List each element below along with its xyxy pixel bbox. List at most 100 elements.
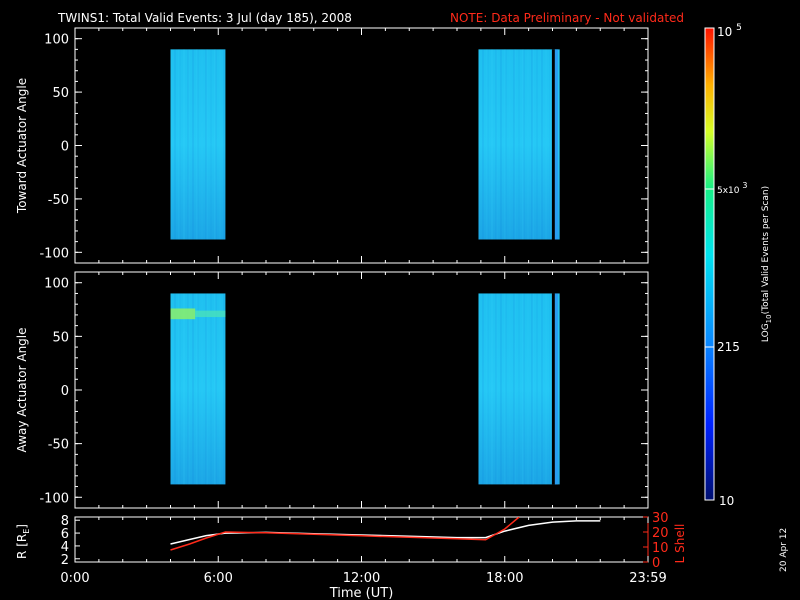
toward-block-stripe bbox=[531, 49, 533, 240]
x-tick-label: 0:00 bbox=[60, 571, 89, 586]
colorbar-label-rest: (Total Valid Events per Scan) bbox=[761, 186, 771, 314]
toward-block-stripe bbox=[491, 49, 493, 240]
away-block-stripe bbox=[532, 293, 534, 485]
toward-block-stripe bbox=[509, 49, 511, 240]
away-block-stripe bbox=[197, 293, 199, 485]
lshell-ytick-label: 20 bbox=[652, 526, 669, 541]
toward-block-gap bbox=[551, 49, 555, 240]
toward-block-stripe bbox=[532, 49, 534, 240]
toward-block-stripe bbox=[183, 49, 185, 240]
colorbar-bottom-tick: 10 bbox=[705, 494, 734, 508]
toward-block-stripe bbox=[178, 49, 180, 240]
lshell-series-line bbox=[170, 517, 520, 551]
toward-block-stripe bbox=[487, 49, 489, 240]
toward-ylabel: Toward Actuator Angle bbox=[15, 78, 29, 214]
toward-block-stripe bbox=[558, 49, 560, 240]
away-data-block-fill bbox=[170, 293, 226, 485]
colorbar-top-tick: 10 5 bbox=[705, 23, 742, 39]
away-block-gap bbox=[551, 293, 555, 485]
colorbar-mid-label: 5x10 3 bbox=[717, 181, 747, 196]
toward-block-stripe bbox=[545, 49, 547, 240]
r-axis-label: R [RE] bbox=[15, 524, 31, 559]
colorbar-label-sub: 10 bbox=[765, 314, 773, 323]
toward-block-stripe bbox=[187, 49, 189, 240]
away-block-stripe bbox=[522, 293, 524, 485]
away-block-stripe bbox=[215, 293, 217, 485]
r-ytick-label: 6 bbox=[61, 527, 69, 542]
toward-frame bbox=[74, 27, 649, 264]
away-block-stripe bbox=[541, 293, 543, 485]
colorbar: 10 5 5x10 3 215 10 LOG10(Total Valid bbox=[704, 23, 773, 508]
toward-data-block-fill bbox=[478, 49, 560, 240]
away-block-stripe bbox=[187, 293, 189, 485]
away-block-stripe bbox=[500, 293, 502, 485]
toward-block-stripe bbox=[514, 49, 516, 240]
toward-data-block-fill bbox=[170, 49, 226, 240]
toward-block-stripe bbox=[215, 49, 217, 240]
away-block-edge-strip bbox=[554, 293, 558, 485]
away-block-stripe bbox=[214, 293, 216, 485]
away-block-stripe bbox=[518, 293, 520, 485]
r-ytick-label: 4 bbox=[61, 540, 69, 555]
colorbar-top-label: 10 5 bbox=[717, 23, 742, 39]
r-axis-label-sub: E bbox=[22, 529, 31, 534]
away-ytick-label: -100 bbox=[39, 491, 69, 506]
lshell-ytick-label: 0 bbox=[652, 556, 660, 571]
away-block-stripe bbox=[549, 293, 551, 485]
away-block-stripe bbox=[196, 293, 198, 485]
away-block-stripe bbox=[487, 293, 489, 485]
toward-block-stripe bbox=[527, 49, 529, 240]
toward-ytick-label: 50 bbox=[52, 86, 69, 101]
colorbar-bottom-label: 10 bbox=[719, 494, 734, 508]
colorbar-top-base: 10 bbox=[717, 25, 732, 39]
toward-block-stripe bbox=[495, 49, 497, 240]
away-block-stripe bbox=[550, 293, 552, 485]
away-ylabel: Away Actuator Angle bbox=[15, 327, 29, 452]
colorbar-label: LOG10(Total Valid Events per Scan) bbox=[761, 186, 773, 342]
away-block-stripe bbox=[188, 293, 190, 485]
away-block-stripe bbox=[504, 293, 506, 485]
lshell-ytick-label: 30 bbox=[652, 511, 669, 526]
away-block-stripe bbox=[170, 293, 172, 485]
toward-block-stripe bbox=[540, 49, 542, 240]
away-block-stripe bbox=[210, 293, 212, 485]
toward-heatmap-panel: 100 50 0 -50 -100 Toward Actuator Angle bbox=[15, 27, 649, 264]
generation-date: 20 Apr 12 bbox=[779, 528, 789, 572]
ephemeris-frame bbox=[74, 516, 649, 563]
away-block-stripe bbox=[219, 293, 221, 485]
away-block-stripe bbox=[223, 293, 225, 485]
away-ytick-label: 0 bbox=[61, 384, 69, 399]
toward-block-stripe bbox=[505, 49, 507, 240]
away-block-stripe bbox=[174, 293, 176, 485]
away-block-stripe bbox=[496, 293, 498, 485]
toward-block-stripe bbox=[170, 49, 172, 240]
away-block-stripe bbox=[545, 293, 547, 485]
colorbar-label-main: LOG bbox=[761, 323, 771, 342]
r-ytick-label: 8 bbox=[61, 514, 69, 529]
away-ytick-label: 100 bbox=[44, 277, 69, 292]
away-frame bbox=[74, 271, 649, 509]
toward-block-stripe bbox=[513, 49, 515, 240]
preliminary-note: NOTE: Data Preliminary - Not validated bbox=[450, 11, 684, 25]
away-high-count-band bbox=[170, 308, 196, 320]
toward-block-stripe bbox=[496, 49, 498, 240]
away-block-stripe bbox=[513, 293, 515, 485]
away-ytick-label: 50 bbox=[52, 330, 69, 345]
x-axis-label: Time (UT) bbox=[329, 586, 394, 600]
lshell-axis-label: L Shell bbox=[673, 524, 687, 564]
toward-block-stripe bbox=[179, 49, 181, 240]
x-tick-label: 6:00 bbox=[204, 571, 233, 586]
away-block-stripe bbox=[509, 293, 511, 485]
colorbar-top-exponent: 5 bbox=[736, 23, 742, 33]
x-tick-label: 12:00 bbox=[343, 571, 380, 586]
lshell-ytick-label: 10 bbox=[652, 541, 669, 556]
toward-block-stripe bbox=[196, 49, 198, 240]
toward-block-stripe bbox=[541, 49, 543, 240]
toward-block-stripe bbox=[504, 49, 506, 240]
toward-block-stripe bbox=[223, 49, 225, 240]
toward-block-stripe bbox=[197, 49, 199, 240]
away-high-count-band-tail bbox=[195, 310, 226, 318]
away-block-stripe bbox=[514, 293, 516, 485]
away-block-stripe bbox=[486, 293, 488, 485]
